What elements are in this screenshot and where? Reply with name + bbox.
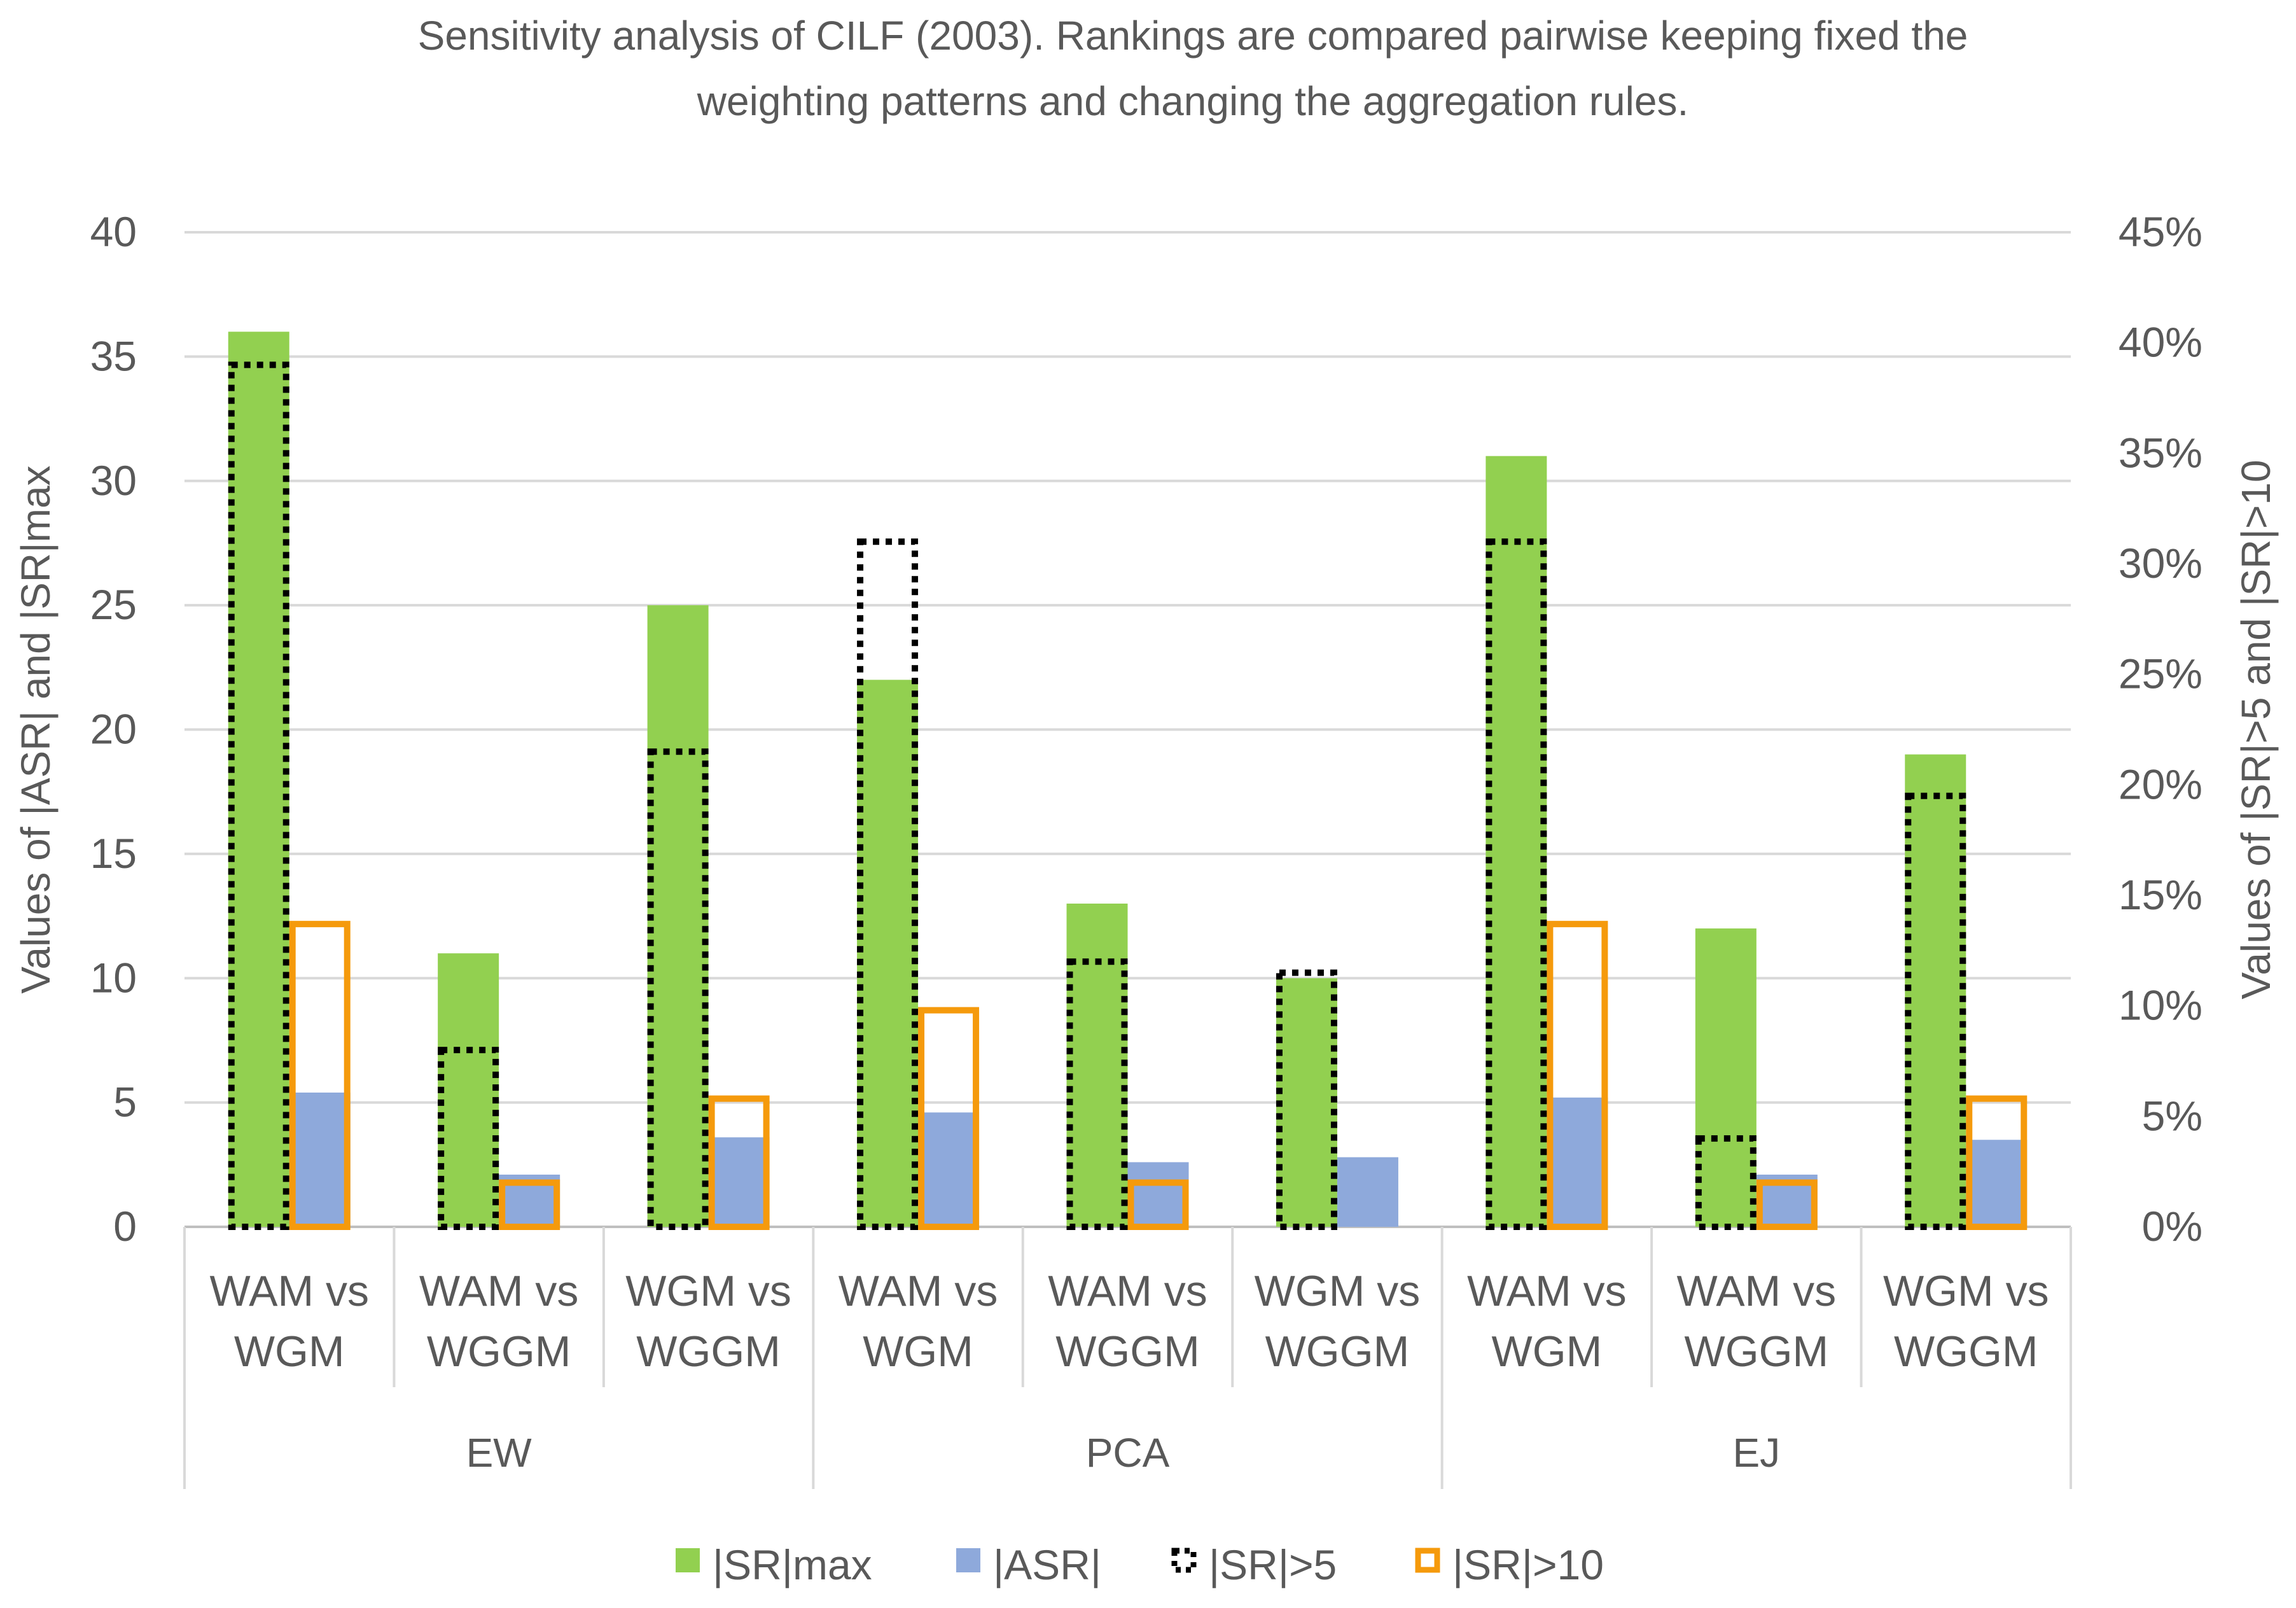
bar-asr (918, 1112, 980, 1227)
left-tick-label: 25 (90, 581, 137, 628)
labels: Sensitivity analysis of CILF (2003). Ran… (13, 13, 2279, 1476)
category-label-line1: WAM vs (209, 1267, 369, 1315)
legend-swatch (1415, 1548, 1440, 1573)
bar-sr-max (228, 332, 289, 1227)
right-tick-label: 40% (2119, 319, 2202, 366)
legend-label: |ASR| (993, 1541, 1101, 1588)
bar-asr (1966, 1140, 2028, 1227)
bar-sr-gt5 (438, 1047, 499, 1230)
category-label-line1: WAM vs (419, 1267, 579, 1315)
right-tick-label: 10% (2119, 982, 2202, 1029)
bar-sr-gt5 (857, 538, 919, 1230)
bar-sr-gt5 (1066, 958, 1128, 1230)
bar-sr-gt10 (1966, 1095, 2028, 1230)
category-label-line2: WGGM (1894, 1327, 2038, 1376)
legend-label: |SR|max (713, 1541, 872, 1588)
right-tick-label: 35% (2119, 429, 2202, 476)
category-label-line2: WGM (863, 1327, 973, 1376)
bar-asr (1337, 1157, 1398, 1227)
bar-sr-gt10 (708, 1095, 770, 1230)
category-label-line1: WGM vs (1883, 1267, 2049, 1315)
bar-sr-max (857, 680, 919, 1227)
legend-label: |SR|>5 (1209, 1541, 1337, 1588)
right-tick-label: 45% (2119, 208, 2202, 255)
legend-label: |SR|>10 (1452, 1541, 1604, 1588)
right-tick-label: 25% (2119, 650, 2202, 697)
right-tick-label: 5% (2142, 1092, 2202, 1139)
chart-title-line: weighting patterns and changing the aggr… (697, 78, 1688, 124)
chart-title-line: Sensitivity analysis of CILF (2003). Ran… (418, 13, 1968, 59)
left-tick-label: 10 (90, 954, 137, 1001)
left-tick-label: 30 (90, 457, 137, 504)
right-tick-label: 0% (2142, 1203, 2202, 1250)
category-label-line2: WGGM (1685, 1327, 1829, 1376)
right-tick-label: 15% (2119, 871, 2202, 918)
category-label-line1: WGM vs (625, 1267, 791, 1315)
bar-sr-gt10 (289, 921, 351, 1230)
bar-sr-gt5 (1695, 1135, 1757, 1230)
category-label-line1: WAM vs (1467, 1267, 1627, 1315)
left-axis-title: Values of |ASR| and |SR|max (13, 465, 59, 993)
category-label-line2: WGM (1492, 1327, 1603, 1376)
category-label-line1: WAM vs (1677, 1267, 1837, 1315)
legend-swatch (956, 1548, 980, 1572)
bar-asr (1127, 1162, 1189, 1227)
bar-sr-gt10 (499, 1179, 560, 1230)
right-axis-title: Values of |SR|>5 and |SR|>10 (2233, 459, 2279, 999)
left-tick-label: 5 (113, 1079, 137, 1126)
bar-sr-max (438, 953, 499, 1227)
category-label-line1: WAM vs (838, 1267, 998, 1315)
axes (183, 1227, 2072, 1489)
bar-sr-gt5 (647, 748, 709, 1230)
category-label-line1: WGM vs (1255, 1267, 1421, 1315)
bar-sr-gt5 (1485, 538, 1547, 1230)
left-tick-label: 40 (90, 208, 137, 255)
category-label-line2: WGGM (427, 1327, 571, 1376)
bar-asr (708, 1137, 770, 1227)
bar-sr-gt10 (1547, 921, 1608, 1230)
bar-sr-gt5 (1276, 969, 1337, 1230)
category-label-line2: WGGM (636, 1327, 781, 1376)
bar-sr-max (647, 605, 709, 1227)
bars (228, 332, 2028, 1230)
category-label-line2: WGM (234, 1327, 345, 1376)
legend: |SR|max |ASR| |SR|>5 |SR|>10 (676, 1541, 1604, 1588)
legend-swatch (1171, 1548, 1197, 1573)
bar-asr (289, 1092, 351, 1227)
bar-sr-gt5 (1905, 792, 1966, 1230)
legend-swatch (676, 1548, 700, 1572)
left-tick-label: 0 (113, 1203, 137, 1250)
bar-sr-gt10 (918, 1007, 980, 1230)
bar-sr-max (1276, 978, 1337, 1227)
category-label-line2: WGGM (1265, 1327, 1410, 1376)
group-label: EJ (1732, 1430, 1780, 1476)
group-label: EW (466, 1430, 532, 1476)
bar-sr-gt10 (1756, 1179, 1818, 1230)
right-tick-label: 20% (2119, 760, 2202, 807)
left-tick-label: 35 (90, 332, 137, 379)
left-tick-label: 15 (90, 830, 137, 877)
bar-sr-gt5 (228, 361, 289, 1230)
bar-sr-max (1066, 904, 1128, 1227)
right-tick-label: 30% (2119, 540, 2202, 587)
bar-sr-gt10 (1127, 1179, 1189, 1230)
left-tick-label: 20 (90, 706, 137, 753)
group-label: PCA (1086, 1430, 1170, 1476)
category-label-line2: WGGM (1055, 1327, 1200, 1376)
bar-sr-max (1485, 456, 1547, 1227)
bar-sr-max (1905, 754, 1966, 1227)
bar-sr-max (1695, 928, 1757, 1227)
bar-asr (1547, 1097, 1608, 1227)
category-label-line1: WAM vs (1048, 1267, 1207, 1315)
